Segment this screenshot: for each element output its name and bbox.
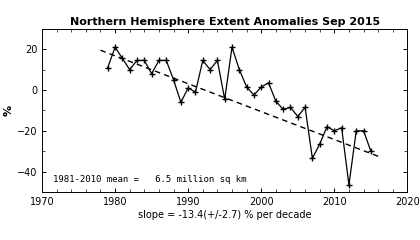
Title: Northern Hemisphere Extent Anomalies Sep 2015: Northern Hemisphere Extent Anomalies Sep… [70, 17, 380, 27]
Y-axis label: %: % [4, 105, 14, 116]
X-axis label: slope = -13.4(+/-2.7) % per decade: slope = -13.4(+/-2.7) % per decade [138, 210, 312, 220]
Text: 1981-2010 mean =   6.5 million sq km: 1981-2010 mean = 6.5 million sq km [53, 175, 247, 184]
